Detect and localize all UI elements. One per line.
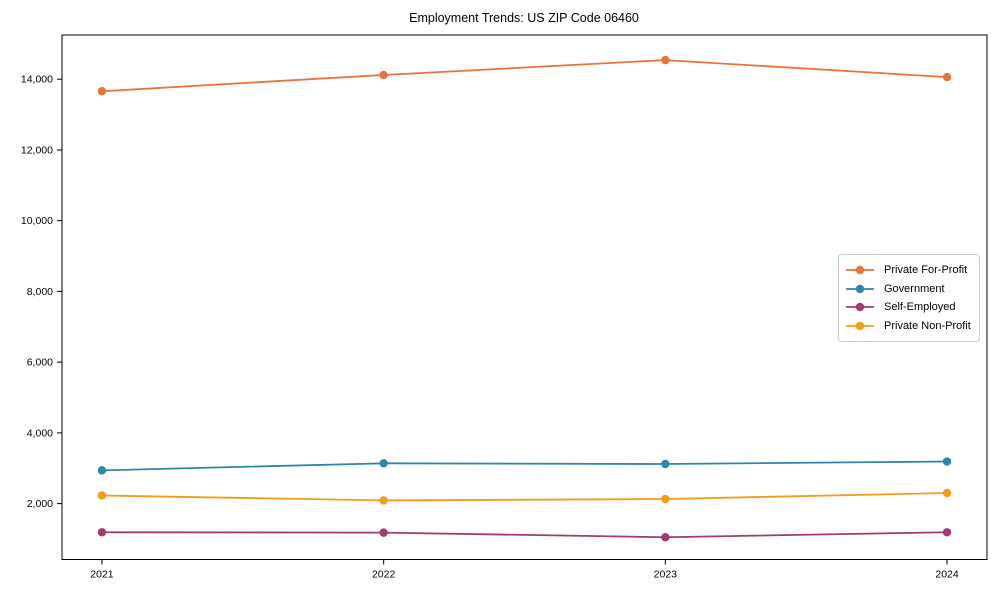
data-point (942, 457, 952, 466)
data-point (97, 466, 107, 475)
data-point (97, 491, 107, 500)
data-point (379, 70, 388, 80)
series-line (101, 59, 948, 93)
legend-item: Private For-Profit (845, 262, 971, 278)
x-axis-tick-label: 2022 (372, 569, 396, 581)
x-axis-tick-label: 2021 (90, 569, 114, 581)
x-axis-tick-label: 2023 (654, 569, 678, 581)
data-point (942, 488, 952, 498)
data-point (97, 87, 107, 96)
legend-item: Private Non-Profit (845, 318, 971, 334)
series-line (101, 531, 948, 539)
legend-dot (855, 265, 865, 275)
legend-dot (855, 284, 865, 293)
legend-dot (855, 303, 865, 312)
data-point (379, 496, 388, 505)
data-point (661, 55, 670, 65)
legend-label: Government (884, 282, 945, 295)
legend-marker (846, 321, 874, 331)
legend-label: Private For-Profit (884, 264, 968, 276)
legend-marker (846, 284, 874, 293)
data-point (661, 459, 670, 469)
plot-border (61, 34, 988, 560)
y-axis-tick-label: 14,000 (21, 74, 53, 86)
chart-title: Employment Trends: US ZIP Code 06460 (409, 11, 639, 25)
series-line (101, 460, 948, 472)
y-axis-tick-label: 4,000 (27, 427, 53, 439)
legend-dot (855, 321, 865, 331)
y-axis-tick-label: 8,000 (27, 286, 53, 298)
data-point (661, 533, 670, 542)
data-point (942, 528, 952, 537)
legend-marker (846, 265, 874, 275)
legend-label: Self-Employed (884, 301, 956, 314)
legend-label: Private Non-Profit (884, 319, 971, 332)
data-point (379, 528, 388, 537)
chart-legend: Private For-Profit Government Self-Employe… (838, 254, 980, 342)
y-axis-tick-label: 12,000 (21, 144, 53, 156)
legend-item: Self-Employed (845, 299, 971, 315)
data-point (379, 459, 388, 468)
series-line (101, 492, 948, 502)
data-point (661, 494, 670, 504)
y-axis-tick-label: 10,000 (21, 215, 53, 227)
y-axis-tick-label: 6,000 (27, 357, 53, 369)
data-point (97, 528, 107, 537)
y-axis-tick-label: 2,000 (27, 498, 53, 510)
legend-item: Government (845, 281, 971, 297)
legend-marker (846, 303, 874, 312)
data-point (942, 72, 952, 82)
x-axis-tick-label: 2024 (935, 569, 959, 581)
